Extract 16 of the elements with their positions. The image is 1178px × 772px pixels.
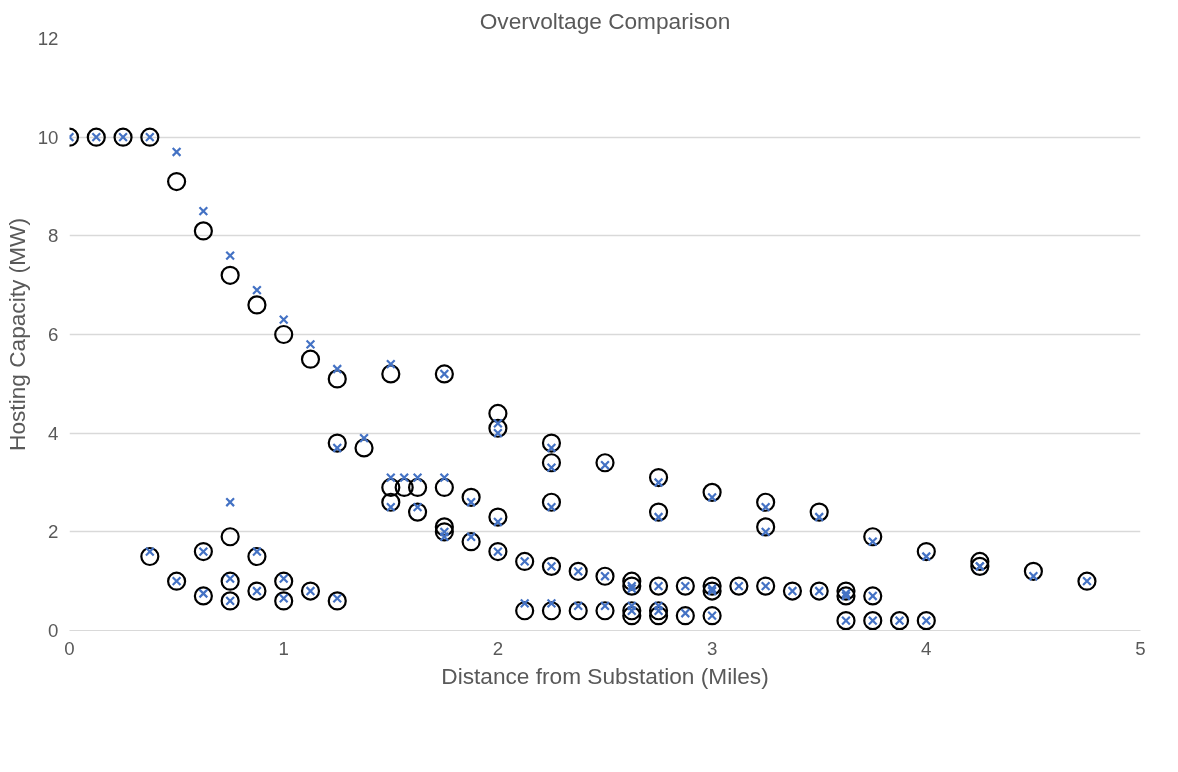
chart-title: Overvoltage Comparison — [479, 7, 731, 34]
y-tick-label: 2 — [48, 521, 59, 543]
x-tick-label: 4 — [921, 637, 932, 659]
y-axis-title: Hosting Capacity (MW) — [3, 218, 30, 451]
x-tick-label: 2 — [492, 637, 504, 659]
x-tick-label: 5 — [1135, 637, 1146, 659]
y-tick-label: 12 — [37, 28, 59, 49]
y-tick-label: 8 — [48, 225, 59, 247]
x-axis-title: Distance from Substation (Miles) — [441, 662, 769, 689]
x-tick-label: 1 — [278, 637, 289, 659]
y-tick-label: 0 — [48, 620, 59, 641]
y-tick-label: 4 — [48, 422, 59, 444]
y-tick-label: 10 — [37, 126, 59, 148]
x-tick-label: 3 — [706, 637, 718, 659]
x-tick-label: 0 — [64, 637, 75, 659]
y-tick-label: 6 — [48, 324, 59, 345]
